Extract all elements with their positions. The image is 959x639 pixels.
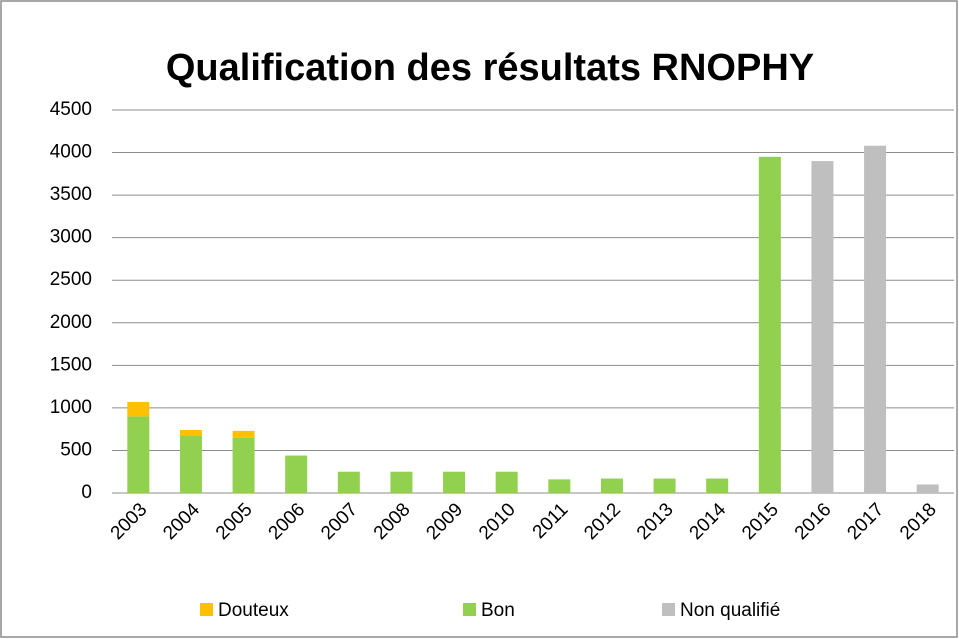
legend-swatch (463, 603, 476, 616)
bar (127, 416, 150, 493)
bar (337, 471, 360, 493)
y-tick-label: 4500 (50, 99, 92, 120)
bar (443, 471, 466, 493)
legend-swatch (200, 603, 213, 616)
y-tick-label: 500 (60, 439, 92, 460)
legend-label: Non qualifié (680, 600, 780, 621)
y-tick-label: 1000 (50, 397, 92, 418)
bar (179, 435, 202, 493)
y-tick-label: 2500 (50, 269, 92, 290)
legend-swatch (662, 603, 675, 616)
y-tick-label: 4000 (50, 142, 92, 163)
y-tick-label: 1500 (50, 354, 92, 375)
bar (916, 484, 939, 493)
bar (179, 430, 202, 436)
chart-title: Qualification des résultats RNOPHY (166, 47, 814, 89)
bar (548, 479, 571, 493)
y-tick-label: 2000 (50, 312, 92, 333)
bar (811, 161, 834, 494)
bar (600, 478, 623, 493)
bar (285, 455, 308, 493)
bar (232, 430, 255, 438)
bar (127, 401, 150, 417)
bar (495, 471, 518, 493)
legend-label: Douteux (218, 600, 289, 621)
y-tick-label: 3000 (50, 227, 92, 248)
bar (390, 471, 413, 493)
y-tick-label: 3500 (50, 184, 92, 205)
y-tick-label: 0 (81, 482, 92, 503)
bar (706, 478, 729, 493)
legend-label: Bon (481, 600, 515, 621)
bar (232, 437, 255, 493)
bar (653, 478, 676, 493)
bar (864, 145, 887, 493)
bar (758, 156, 781, 494)
